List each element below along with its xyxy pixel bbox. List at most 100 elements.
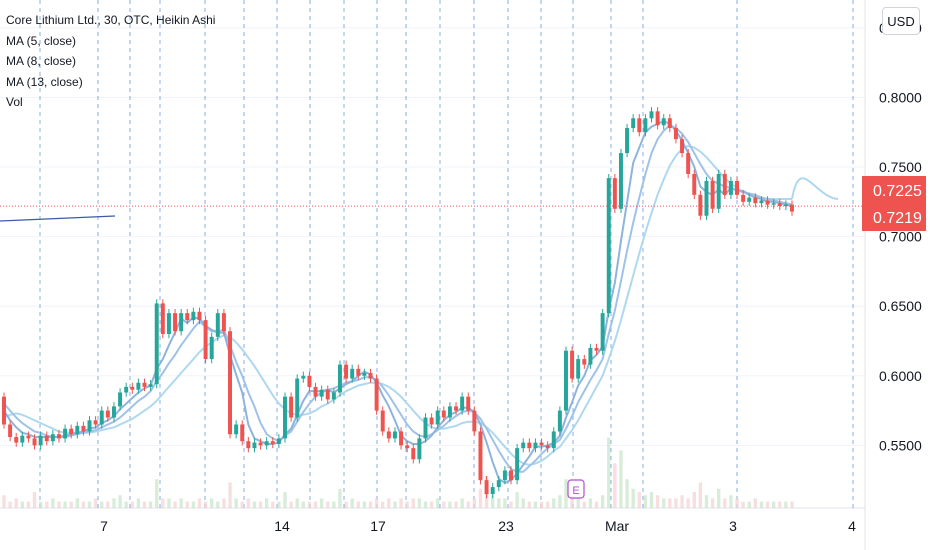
volume-bar	[704, 495, 709, 508]
volume-bar	[643, 495, 648, 508]
volume-bar	[234, 498, 238, 508]
volume-bar	[124, 501, 128, 508]
currency-button[interactable]: USD	[882, 7, 920, 35]
candle-body	[643, 118, 648, 133]
volume-bar	[552, 498, 556, 508]
volume-bar	[588, 498, 593, 508]
volume-bar	[509, 501, 513, 508]
candle-body	[2, 396, 6, 425]
volume-bar	[100, 501, 104, 508]
volume-bar	[271, 501, 275, 508]
candle-body	[93, 420, 98, 425]
candle-body	[631, 118, 636, 129]
legend-ma13[interactable]: MA (13, close)	[6, 74, 83, 89]
legend-vol[interactable]: Vol	[6, 95, 23, 109]
volume-bar	[600, 495, 605, 508]
volume-bars	[2, 437, 794, 508]
price-label-box	[862, 176, 926, 204]
candle-body	[20, 435, 25, 443]
drawn-trend-line	[0, 215, 116, 222]
volume-bar	[778, 501, 782, 508]
time-tick-label: 7	[100, 518, 108, 534]
volume-bar	[710, 498, 715, 508]
price-tick-label: 0.7000	[879, 229, 922, 245]
volume-bar	[45, 501, 49, 508]
candle-body	[441, 410, 446, 418]
volume-bar	[87, 501, 92, 508]
candle-body	[44, 435, 49, 442]
volume-bar	[564, 479, 568, 508]
volume-bar	[32, 492, 37, 508]
volume-bar	[326, 501, 330, 508]
candle-body	[710, 180, 715, 209]
legend-title[interactable]: Core Lithium Ltd., 30, OTC, Heikin Ashi	[6, 13, 216, 27]
volume-bar	[478, 488, 483, 508]
candle-body	[435, 410, 440, 425]
candle-body	[576, 359, 581, 379]
candle-body	[454, 406, 459, 411]
volume-bar	[741, 501, 745, 508]
volume-bar	[790, 501, 794, 508]
volume-bar	[539, 501, 544, 508]
candle-body	[429, 417, 434, 425]
volume-bar	[680, 495, 684, 508]
ma5-line	[3, 119, 793, 485]
volume-bar	[613, 463, 617, 508]
time-axis[interactable]: 7 14 17 23 Mar 3 4	[100, 518, 856, 534]
volume-bar	[51, 498, 55, 508]
volume-bar	[784, 501, 788, 508]
candle-body	[258, 442, 263, 446]
volume-bar	[503, 498, 507, 508]
volume-bar	[57, 501, 61, 508]
price-axis[interactable]: 0.55000.60000.65000.70000.75000.80000.85…	[862, 20, 926, 454]
volume-bar	[112, 498, 116, 508]
volume-bar	[197, 498, 202, 508]
volume-bar	[258, 501, 263, 508]
candle-body	[203, 320, 208, 360]
volume-bar	[527, 501, 532, 508]
candle-body	[87, 420, 92, 432]
volume-bar	[698, 482, 703, 508]
volume-bar	[191, 501, 196, 508]
candle-body	[289, 396, 294, 418]
volume-bar	[491, 495, 495, 508]
volume-bar	[362, 501, 367, 508]
volume-bar	[533, 501, 538, 508]
volume-bar	[545, 501, 550, 508]
candle-body	[405, 445, 410, 449]
volume-bar	[228, 482, 232, 508]
candle-body	[686, 153, 691, 174]
time-tick-label: 23	[498, 518, 514, 534]
candle-body	[612, 178, 617, 209]
volume-bar	[203, 501, 208, 508]
volume-bar	[8, 501, 12, 508]
candle-body	[637, 118, 642, 133]
candle-body	[490, 487, 495, 495]
volume-bar	[417, 498, 422, 508]
legend-ma8[interactable]: MA (8, close)	[6, 54, 77, 68]
candle-body	[124, 386, 129, 393]
legend-ma5[interactable]: MA (5, close)	[6, 33, 77, 48]
candle-body	[38, 435, 43, 446]
volume-bar	[521, 498, 525, 508]
candle-body	[570, 350, 575, 379]
candle-body	[160, 303, 165, 335]
candle-body	[380, 410, 385, 432]
volume-bar	[576, 498, 580, 508]
candle-body	[777, 203, 782, 206]
candle-body	[423, 417, 428, 439]
volume-bar	[338, 488, 342, 508]
volume-bar	[289, 501, 293, 508]
price-tick-label: 0.6000	[879, 368, 922, 384]
candle-body	[331, 392, 336, 400]
moving-average-lines	[3, 119, 839, 485]
candle-body	[735, 180, 740, 195]
candle-body	[466, 396, 471, 411]
ma8-line	[3, 124, 793, 473]
candle-body	[215, 313, 220, 337]
candle-body	[447, 406, 452, 418]
candle-body	[765, 200, 770, 205]
candle-body	[246, 441, 251, 449]
candle-body	[234, 424, 239, 435]
candle-body	[154, 303, 159, 385]
